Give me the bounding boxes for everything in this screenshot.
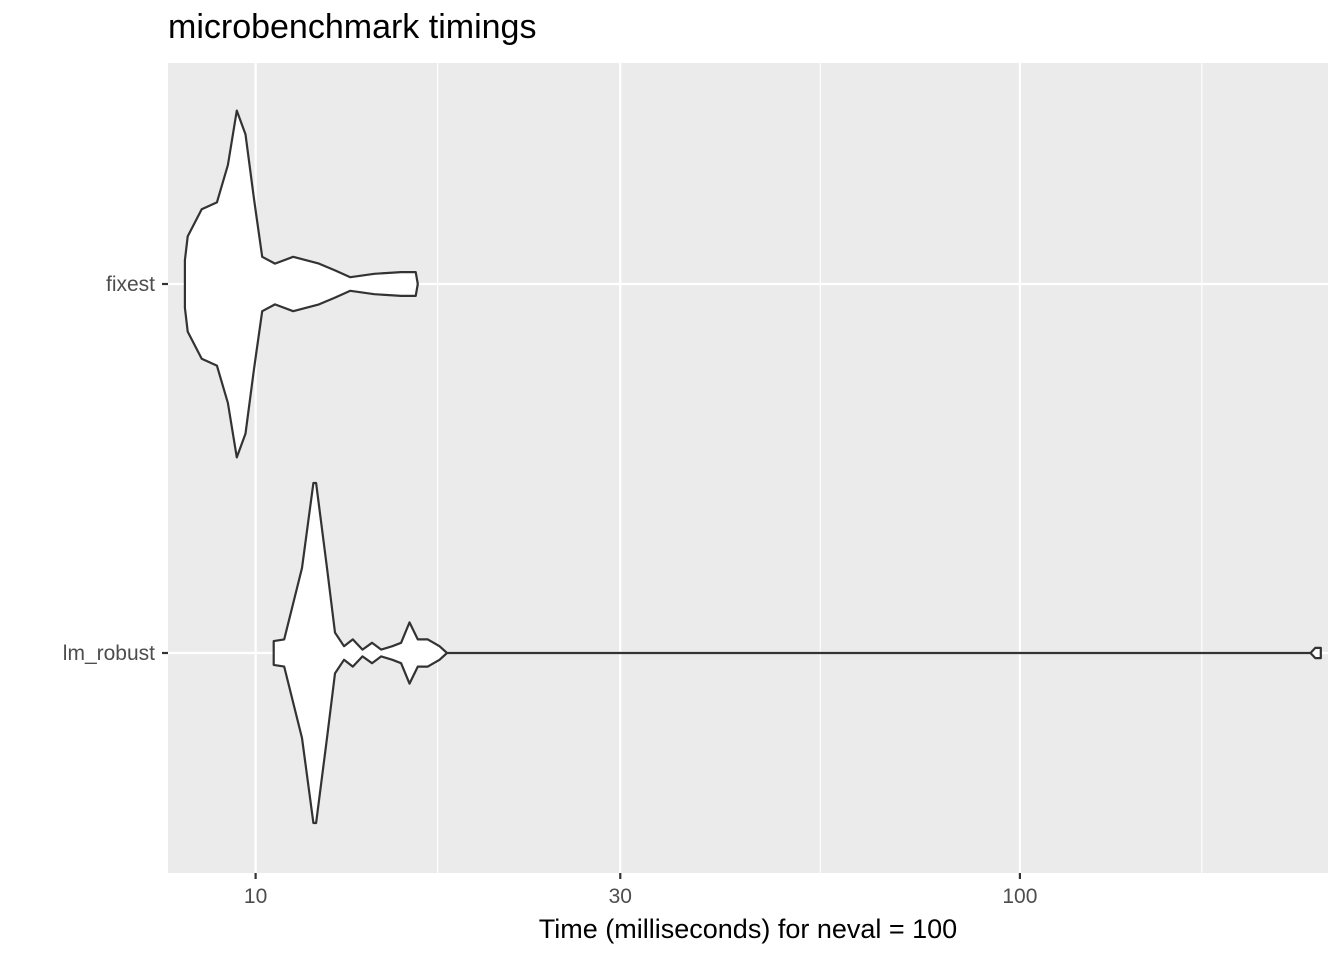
x-tick-label-100: 100 <box>1002 885 1037 908</box>
panel-background <box>168 63 1328 873</box>
y-axis-tick-labels: fixest lm_robust <box>63 273 155 665</box>
x-axis-title: Time (milliseconds) for neval = 100 <box>539 914 957 944</box>
violin-fixest <box>183 109 419 459</box>
violins <box>183 109 1322 825</box>
x-axis-ticks <box>254 873 1022 879</box>
minor-gridlines <box>437 63 1203 873</box>
violin-lm_robust <box>272 481 1322 825</box>
chart-title: microbenchmark timings <box>168 8 537 46</box>
x-tick-label-10: 10 <box>244 885 267 908</box>
x-axis-tick-labels: 10 30 100 <box>244 885 1037 908</box>
x-tick-label-30: 30 <box>609 885 632 908</box>
y-tick-label-lm_robust: lm_robust <box>63 642 155 665</box>
y-axis-ticks <box>162 282 168 655</box>
y-tick-label-fixest: fixest <box>106 273 155 296</box>
